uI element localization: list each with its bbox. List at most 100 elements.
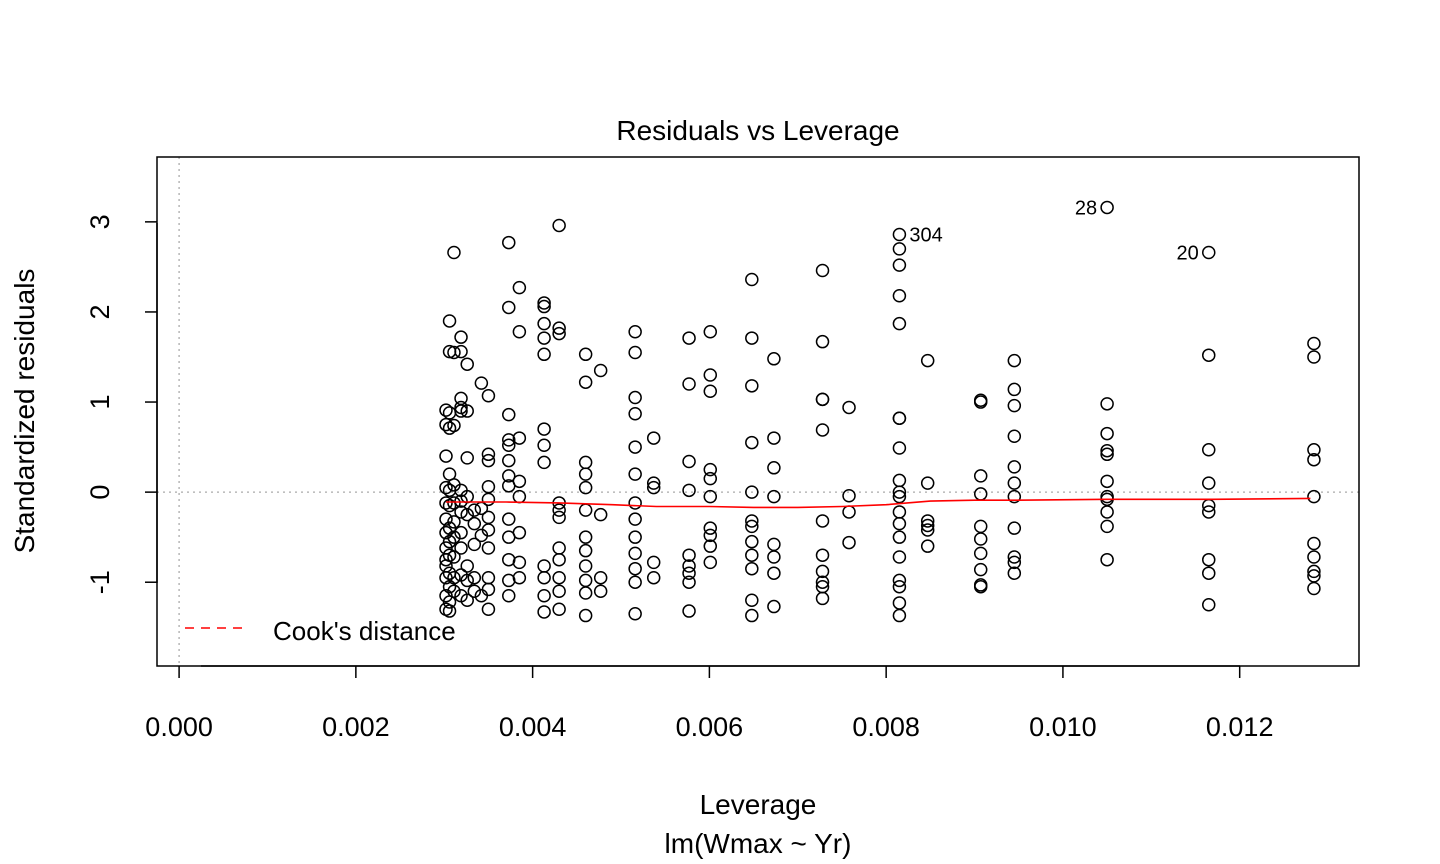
data-point [682, 377, 696, 391]
y-tick-label: -1 [85, 570, 115, 594]
data-point [1202, 476, 1216, 490]
data-point [1307, 536, 1321, 551]
data-point [628, 606, 642, 621]
data-point [973, 532, 988, 546]
data-point [578, 543, 593, 558]
data-point [628, 546, 642, 561]
data-point [460, 559, 474, 573]
data-point [1307, 350, 1321, 364]
data-point [447, 245, 461, 260]
data-point [1007, 489, 1022, 504]
data-point [481, 523, 496, 537]
data-point [1307, 452, 1321, 467]
data-point [537, 438, 551, 453]
data-point [973, 469, 988, 483]
data-point [682, 454, 696, 469]
data-point [439, 570, 453, 585]
data-point [892, 411, 907, 426]
data-point [512, 474, 527, 489]
data-point [1007, 353, 1022, 368]
data-point [1202, 597, 1216, 612]
data-point [892, 516, 907, 531]
data-point [842, 488, 856, 503]
data-point [1100, 489, 1114, 504]
data-point [578, 375, 593, 389]
data-point [815, 564, 830, 579]
data-point [703, 368, 718, 382]
data-point [481, 570, 496, 585]
data-point [892, 505, 907, 519]
data-point [745, 514, 759, 528]
data-point [447, 550, 461, 564]
data-point [1100, 519, 1114, 534]
data-point [537, 296, 551, 310]
data-point [815, 575, 830, 589]
data-point [439, 525, 453, 540]
data-point [537, 559, 551, 573]
data-point [578, 608, 593, 623]
data-point [439, 480, 453, 495]
data-point [628, 561, 642, 576]
data-point [537, 605, 551, 619]
x-tick-label: 0.012 [1206, 712, 1274, 742]
data-point [578, 347, 593, 362]
data-point [646, 555, 661, 570]
data-point [842, 535, 856, 550]
outlier-label: 20 [1177, 242, 1199, 264]
plot-title: Residuals vs Leverage [616, 115, 899, 146]
reference-lines [157, 157, 1359, 666]
data-point [703, 539, 718, 553]
data-point [537, 331, 551, 345]
data-point [628, 440, 642, 454]
data-point [892, 258, 907, 272]
data-point [892, 441, 907, 455]
data-point [1307, 564, 1321, 579]
data-point [842, 505, 856, 519]
data-point [537, 455, 551, 470]
data-point [682, 483, 696, 498]
data-point [552, 602, 566, 616]
data-point [593, 363, 608, 378]
data-point [552, 570, 566, 585]
data-point [646, 476, 661, 490]
data-point [1100, 552, 1114, 567]
data-point [646, 570, 661, 585]
data-point [502, 512, 516, 526]
data-point [745, 272, 759, 287]
data-point [628, 512, 642, 526]
data-point [578, 586, 593, 600]
data-point [745, 485, 759, 499]
data-point [1100, 443, 1114, 458]
data-point [892, 550, 907, 564]
data-point [682, 331, 696, 345]
data-point [1307, 489, 1321, 504]
data-point [578, 480, 593, 495]
data-point [1202, 348, 1216, 362]
data-point [454, 404, 468, 418]
data-points [439, 200, 1321, 623]
data-point [481, 447, 496, 462]
data-point [815, 591, 830, 606]
data-point [1100, 447, 1114, 462]
data-point [628, 325, 642, 339]
data-point [439, 449, 453, 463]
data-point [502, 588, 516, 603]
data-point [892, 530, 907, 544]
data-point [920, 539, 935, 553]
data-point [447, 496, 461, 510]
data-point [447, 530, 461, 544]
x-tick-label: 0.008 [852, 712, 920, 742]
data-point [460, 404, 474, 418]
data-point [512, 280, 527, 295]
data-point [1202, 552, 1216, 567]
data-point [537, 316, 551, 331]
data-point [767, 550, 781, 564]
data-point [460, 507, 474, 522]
y-tick-label: 3 [85, 214, 115, 229]
data-point [512, 431, 527, 445]
data-point [745, 331, 759, 345]
data-point [537, 588, 551, 603]
data-point [578, 573, 593, 588]
y-tick-label: 1 [85, 395, 115, 410]
data-point [454, 505, 468, 519]
